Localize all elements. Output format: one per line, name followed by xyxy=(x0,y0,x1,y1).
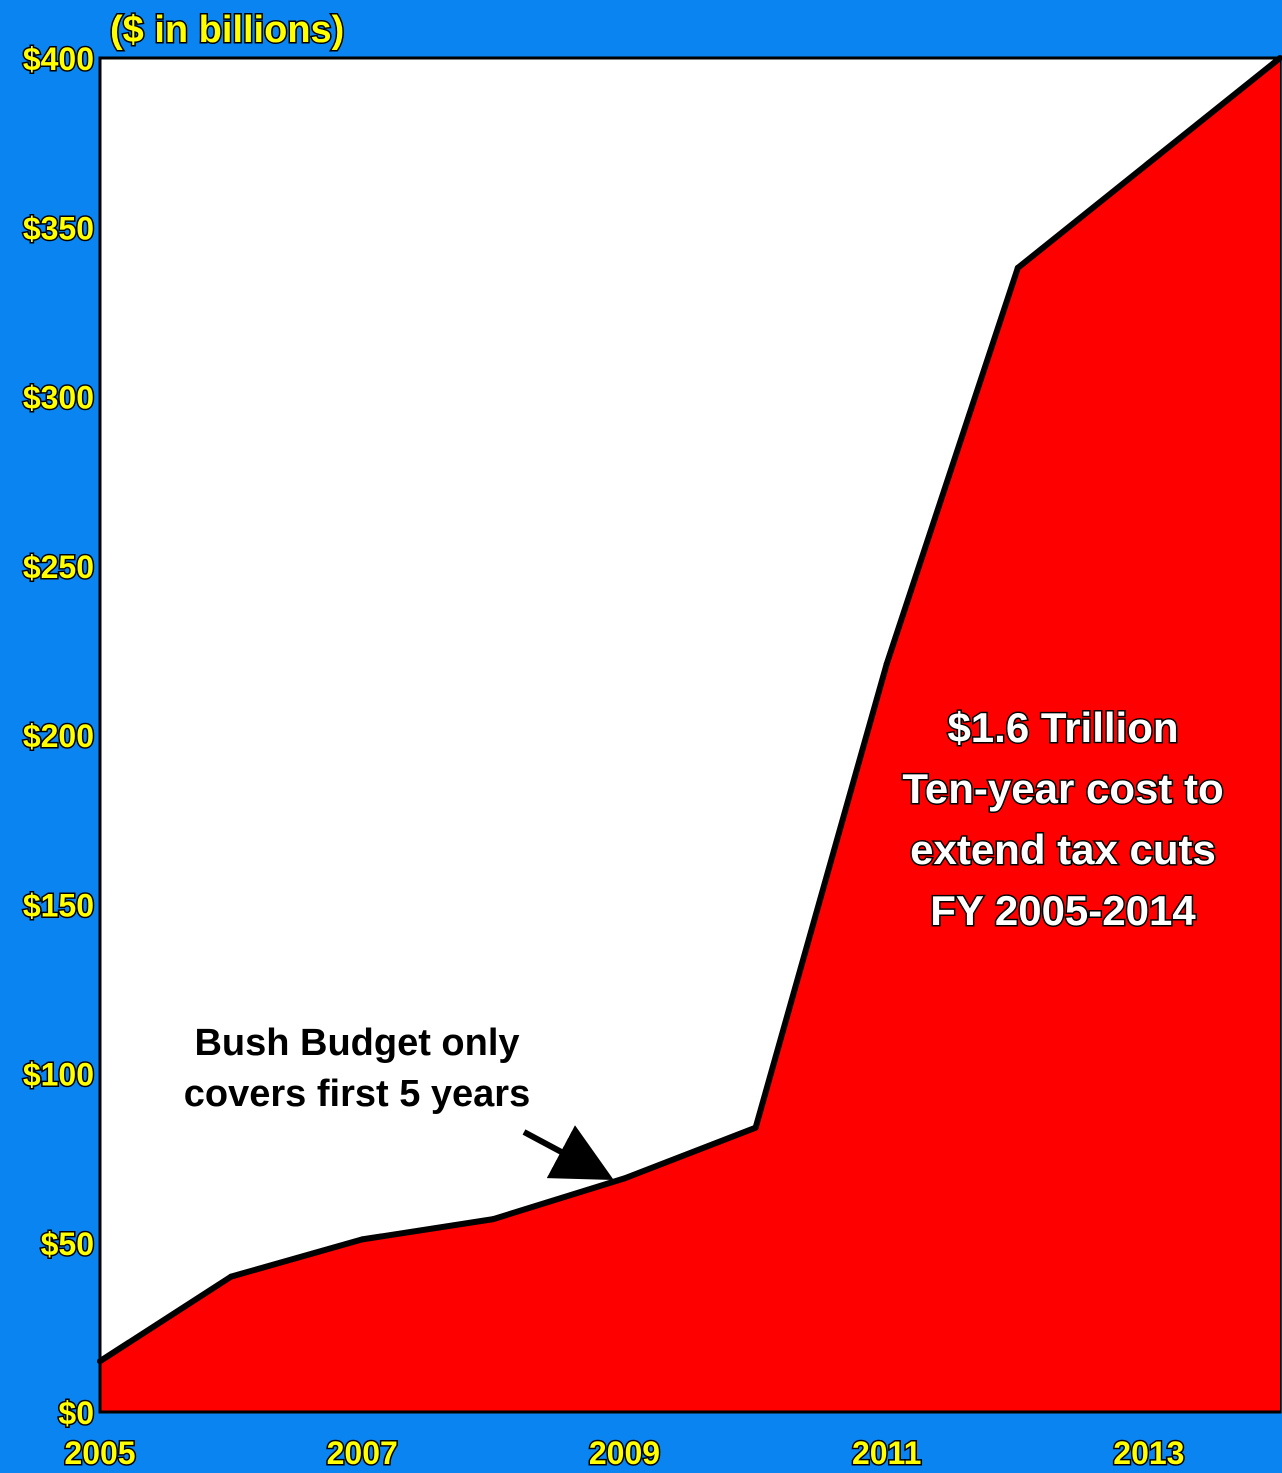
data-point xyxy=(883,660,890,667)
x-tick-label: 2005 xyxy=(64,1435,135,1471)
data-point xyxy=(490,1216,497,1223)
x-tick-label: 2011 xyxy=(852,1435,921,1471)
y-tick-label: $150 xyxy=(23,887,94,923)
y-axis-label: ($ in billions) xyxy=(110,9,344,51)
data-point xyxy=(621,1175,628,1182)
cost-callout: $1.6 Trillion Ten-year cost to extend ta… xyxy=(901,703,1225,936)
callout-line-1: $1.6 Trillion xyxy=(947,704,1178,751)
data-point xyxy=(1145,159,1152,166)
x-tick-label: 2013 xyxy=(1113,1435,1184,1471)
y-tick-label: $300 xyxy=(23,380,94,416)
budget-note-line-2: covers first 5 years xyxy=(184,1073,530,1115)
y-tick-label: $200 xyxy=(23,718,94,754)
data-point xyxy=(1014,264,1021,271)
y-tick-label: $100 xyxy=(23,1057,94,1093)
x-tick-label: 2009 xyxy=(589,1435,660,1471)
note-arrow xyxy=(522,1125,614,1180)
x-tick-label: 2007 xyxy=(327,1435,398,1471)
data-point xyxy=(752,1124,759,1131)
cost-area xyxy=(100,58,1280,1412)
data-point xyxy=(228,1273,235,1280)
y-tick-label: $350 xyxy=(23,210,94,246)
y-tick-label: $400 xyxy=(23,41,94,77)
callout-line-2: Ten-year cost to xyxy=(902,765,1223,812)
y-tick-label: $0 xyxy=(58,1395,94,1431)
callout-line-4: FY 2005-2014 xyxy=(930,887,1196,934)
data-point xyxy=(359,1236,366,1243)
callout-line-3: extend tax cuts xyxy=(910,826,1216,873)
y-tick-label: $50 xyxy=(41,1226,94,1262)
cost-line xyxy=(98,55,1282,1364)
y-tick-label: $250 xyxy=(23,549,94,585)
data-point xyxy=(1277,55,1282,61)
budget-note: Bush Budget only covers first 5 years xyxy=(184,1022,614,1180)
budget-note-line-1: Bush Budget only xyxy=(194,1022,519,1064)
